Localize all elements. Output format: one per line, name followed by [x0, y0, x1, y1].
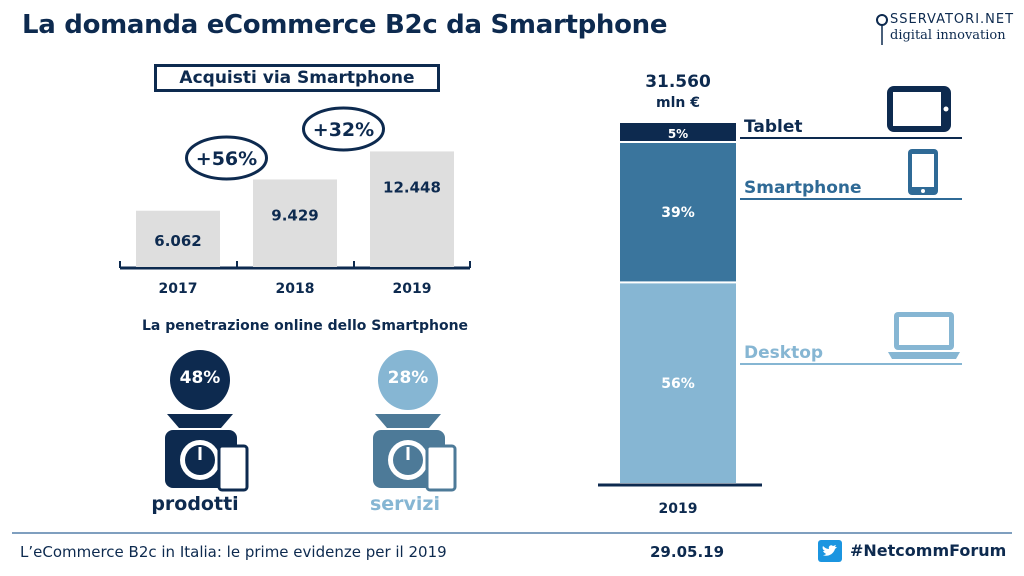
bar-value-label: 6.062 [154, 232, 201, 250]
bar-2019 [370, 151, 454, 267]
bar-chart-smartphone: 6.062 2017 9.429 2018 12.448 2019 +56% +32% [119, 106, 471, 297]
unit-label: mln € [656, 95, 700, 111]
segment-label: 39% [661, 205, 695, 221]
x-tick-label: 2019 [659, 501, 698, 517]
legend-smartphone: Smartphone [744, 178, 862, 198]
segment-desktop [620, 283, 736, 483]
segment-label: 5% [668, 127, 688, 141]
logo-pin-icon [876, 14, 888, 45]
footer-divider [12, 532, 1012, 534]
bar-value-label: 12.448 [383, 178, 441, 196]
bar-value-label: 9.429 [271, 206, 318, 224]
footer-hashtag[interactable]: #NetcommForum [850, 541, 1007, 560]
footer-text: L’eCommerce B2c in Italia: le prime evid… [20, 543, 447, 561]
footer-date: 29.05.19 [650, 543, 725, 561]
bar-2017 [136, 210, 220, 267]
x-tick-label: 2017 [159, 281, 198, 297]
penetration-label-servizi: servizi [369, 493, 441, 515]
logo-line1: SSERVATORI.NET [890, 12, 1015, 27]
bar-chart-title: Acquisti via Smartphone [154, 64, 440, 92]
segment-smartphone [620, 143, 736, 282]
legend-tablet: Tablet [744, 117, 803, 137]
laptop-icon [888, 312, 960, 359]
segment-label: 56% [661, 376, 695, 392]
scale-icon [373, 350, 457, 492]
tablet-icon [887, 86, 951, 132]
scale-icon [165, 350, 249, 492]
logo-line2: digital innovation [890, 28, 1006, 43]
segment-tablet [620, 123, 736, 141]
page-title: La domanda eCommerce B2c da Smartphone [22, 10, 668, 40]
growth-bubble [185, 135, 268, 181]
penetration-title: La penetrazione online dello Smartphone [141, 318, 469, 334]
twitter-icon [818, 540, 842, 562]
penetration-label-prodotti: prodotti [151, 493, 239, 515]
growth-label: +56% [196, 148, 257, 170]
bar-2018 [253, 179, 337, 267]
growth-label: +32% [313, 119, 374, 141]
stacked-bar-chart-devices: 31.560 mln € 56% 39% 5% 2019 Desktop Smartphone… [598, 72, 962, 517]
penetration-value-servizi: 28% [387, 368, 429, 388]
x-tick-label: 2019 [393, 281, 432, 297]
logo: SSERVATORI.NET digital innovation [876, 12, 1018, 52]
growth-bubble [302, 106, 385, 152]
x-tick-label: 2018 [276, 281, 315, 297]
penetration-value-prodotti: 48% [179, 368, 221, 388]
legend-desktop: Desktop [744, 343, 823, 363]
smartphone-icon [908, 149, 938, 195]
total-label: 31.560 [645, 72, 711, 92]
